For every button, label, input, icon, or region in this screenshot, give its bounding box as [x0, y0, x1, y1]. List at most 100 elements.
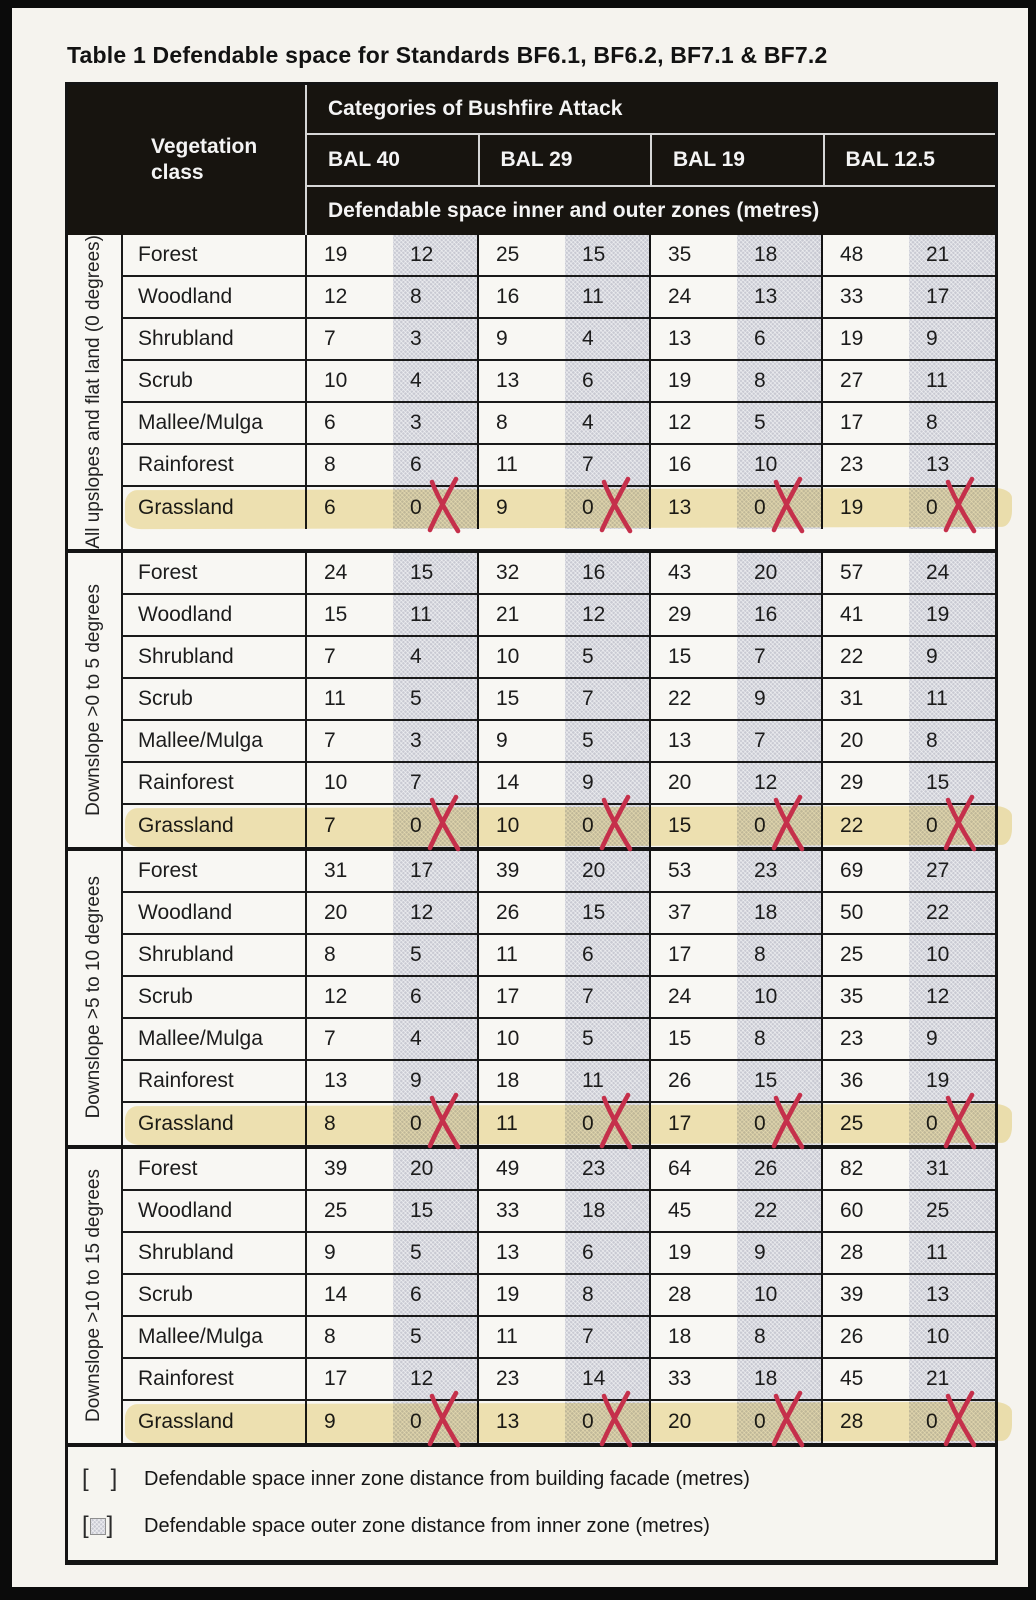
cell-vegetation: Grassland [123, 487, 307, 529]
bushfire-attack-header: Categories of Bushfire Attack BAL 40 BAL… [307, 85, 995, 235]
vegetation-class-header-cell: Vegetation class [68, 85, 307, 235]
cell-outer-zone: 9 [737, 678, 823, 719]
cell-inner-zone: 19 [840, 496, 864, 519]
cell-outer-zone: 7 [737, 720, 823, 761]
cell-inner-zone: 10 [324, 770, 348, 794]
cell-inner-zone: 15 [324, 602, 348, 626]
cell-inner-zone: 15 [668, 1026, 692, 1050]
table-row: Forest 24 15 32 16 43 20 57 24 [123, 552, 995, 595]
table-row: Forest 31 17 39 20 53 23 69 27 [123, 850, 995, 893]
table-row: Scrub 10 4 13 6 19 8 27 11 [123, 361, 995, 403]
cell-inner-zone: 36 [840, 1068, 864, 1092]
cell-outer-zone: 15 [393, 552, 479, 593]
cell-outer-zone: 11 [565, 1060, 651, 1101]
cell-inner-zone: 16 [496, 285, 520, 308]
bal-header-row: BAL 40 BAL 29 BAL 19 BAL 12.5 [307, 135, 995, 187]
table-row: Grassland 7 0 10 0 15 0 22 0 [123, 794, 1013, 852]
cell-outer-zone: 9 [737, 1232, 823, 1273]
cell-outer-zone: 7 [737, 636, 823, 677]
cell-inner-zone: 11 [496, 1111, 518, 1135]
cell-outer-zone: 9 [565, 762, 651, 803]
cell-outer-zone: 15 [909, 762, 995, 803]
cell-vegetation: Forest [123, 552, 307, 593]
cell-inner-zone: 8 [496, 411, 508, 434]
cell-inner-zone: 23 [840, 1026, 864, 1050]
cell-inner-zone: 25 [496, 243, 520, 266]
cell-inner-zone: 20 [840, 728, 864, 752]
cell-inner-zone: 14 [496, 770, 520, 794]
cell-inner-zone: 16 [668, 453, 692, 476]
categories-header: Categories of Bushfire Attack [307, 85, 995, 135]
table-row: Mallee/Mulga 8 5 11 7 18 8 26 10 [123, 1316, 995, 1359]
cell-outer-zone: 8 [909, 403, 995, 443]
cell-vegetation: Woodland [123, 277, 307, 317]
cell-outer-zone: 8 [737, 361, 823, 401]
cell-inner-zone: 13 [324, 1068, 348, 1092]
cell-inner-zone: 9 [496, 327, 508, 350]
cell-outer-zone: 7 [565, 678, 651, 719]
cell-inner-zone: 11 [496, 453, 518, 476]
cell-inner-zone: 29 [668, 602, 692, 626]
cell-outer-zone: 12 [393, 892, 479, 933]
inner-zone-symbol: [] [82, 1465, 118, 1493]
cell-inner-zone: 22 [840, 813, 864, 837]
cell-inner-zone: 25 [840, 1111, 864, 1135]
cell-inner-zone: 57 [840, 560, 864, 584]
defendable-space-table: Vegetation class Categories of Bushfire … [65, 82, 1013, 1565]
slope-group: All upslopes and flat land (0 degrees) F… [68, 235, 1013, 549]
cell-outer-zone: 9 [909, 1018, 995, 1059]
cell-outer-zone: 5 [565, 636, 651, 677]
cell-outer-zone: 21 [909, 1358, 995, 1399]
cell-outer-zone: 7 [393, 762, 479, 803]
cell-outer-zone: 8 [737, 1018, 823, 1059]
cell-outer-zone: 24 [909, 552, 995, 593]
cell-inner-zone: 7 [324, 813, 336, 837]
cell-inner-zone: 28 [840, 1240, 864, 1264]
cell-outer-zone: 9 [909, 319, 995, 359]
cell-inner-zone: 13 [496, 1409, 520, 1433]
cell-inner-zone: 10 [496, 644, 520, 668]
cell-outer-zone: 10 [737, 976, 823, 1017]
table-row: Grassland 8 0 11 0 17 0 25 0 [123, 1092, 1013, 1150]
cell-inner-zone: 39 [840, 1282, 864, 1306]
cell-inner-zone: 23 [496, 1366, 520, 1390]
table-row: Woodland 12 8 16 11 24 13 33 17 [123, 277, 995, 319]
cell-inner-zone: 35 [668, 243, 692, 266]
outer-zone-symbol: [] [82, 1512, 114, 1540]
cell-outer-zone: 15 [565, 892, 651, 933]
cell-inner-zone: 69 [840, 858, 864, 882]
table-row: Scrub 12 6 17 7 24 10 35 12 [123, 976, 995, 1019]
cell-inner-zone: 45 [840, 1366, 864, 1390]
cell-inner-zone: 15 [668, 644, 692, 668]
cell-outer-zone: 0 [393, 794, 479, 852]
cell-inner-zone: 18 [496, 1068, 520, 1092]
cell-outer-zone: 12 [565, 594, 651, 635]
cell-inner-zone: 10 [324, 369, 348, 392]
cell-inner-zone: 19 [324, 243, 348, 266]
cell-outer-zone: 31 [909, 1148, 995, 1189]
zones-note-header: Defendable space inner and outer zones (… [328, 199, 820, 222]
table-row: Shrubland 8 5 11 6 17 8 25 10 [123, 934, 995, 977]
cell-outer-zone: 4 [393, 1018, 479, 1059]
cell-inner-zone: 15 [496, 686, 520, 710]
cell-outer-zone: 16 [737, 594, 823, 635]
cell-outer-zone: 8 [737, 1316, 823, 1357]
cell-inner-zone: 13 [496, 1240, 520, 1264]
cell-outer-zone: 0 [565, 476, 651, 534]
cell-outer-zone: 6 [565, 361, 651, 401]
cell-outer-zone: 0 [737, 1092, 823, 1150]
cell-outer-zone: 8 [909, 720, 995, 761]
cell-inner-zone: 28 [840, 1409, 864, 1433]
scanned-page: Table 1 Defendable space for Standards B… [12, 8, 1028, 1587]
cell-inner-zone: 13 [668, 728, 692, 752]
cell-inner-zone: 26 [496, 900, 520, 924]
cell-inner-zone: 7 [324, 644, 336, 668]
cell-inner-zone: 26 [668, 1068, 692, 1092]
cell-outer-zone: 4 [565, 403, 651, 443]
bal-29-header: BAL 29 [480, 135, 652, 185]
table-row: Woodland 25 15 33 18 45 22 60 25 [123, 1190, 995, 1233]
cell-outer-zone: 10 [737, 1274, 823, 1315]
cell-outer-zone: 12 [393, 1358, 479, 1399]
cell-outer-zone: 7 [565, 445, 651, 485]
table-row: Mallee/Mulga 7 4 10 5 15 8 23 9 [123, 1018, 995, 1061]
